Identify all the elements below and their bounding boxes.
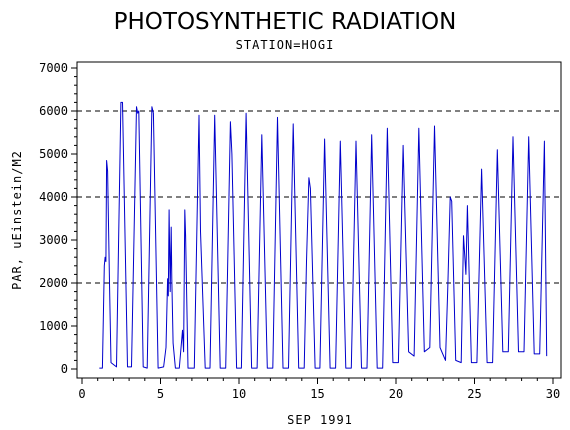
y-tick-label: 3000 — [39, 233, 68, 247]
y-axis-label: PAR, uEinstein/M2 — [10, 150, 24, 290]
y-tick-label: 1000 — [39, 319, 68, 333]
x-axis-label: SEP 1991 — [287, 413, 353, 427]
chart-title: PHOTOSYNTHETIC RADIATION — [114, 9, 457, 35]
x-tick-label: 25 — [467, 387, 481, 401]
y-tick-label: 6000 — [39, 104, 68, 118]
x-tick-label: 30 — [546, 387, 560, 401]
x-tick-label: 0 — [78, 387, 85, 401]
x-tick-label: 5 — [157, 387, 164, 401]
y-tick-label: 0 — [61, 362, 68, 376]
y-tick-label: 7000 — [39, 61, 68, 75]
x-axis: 0 5 10 15 20 25 30 — [78, 378, 560, 401]
series-layer — [99, 101, 548, 369]
y-tick-label: 2000 — [39, 276, 68, 290]
chart-subtitle: STATION=HOGI — [236, 38, 335, 52]
y-tick-label: 5000 — [39, 147, 68, 161]
series-line-0 — [99, 101, 548, 369]
x-tick-label: 10 — [232, 387, 246, 401]
x-tick-label: 20 — [389, 387, 403, 401]
y-axis: 0 1000 2000 3000 4000 5000 6000 7000 — [39, 61, 77, 376]
x-tick-label: 15 — [310, 387, 324, 401]
y-tick-label: 4000 — [39, 190, 68, 204]
plot-frame — [76, 61, 562, 379]
